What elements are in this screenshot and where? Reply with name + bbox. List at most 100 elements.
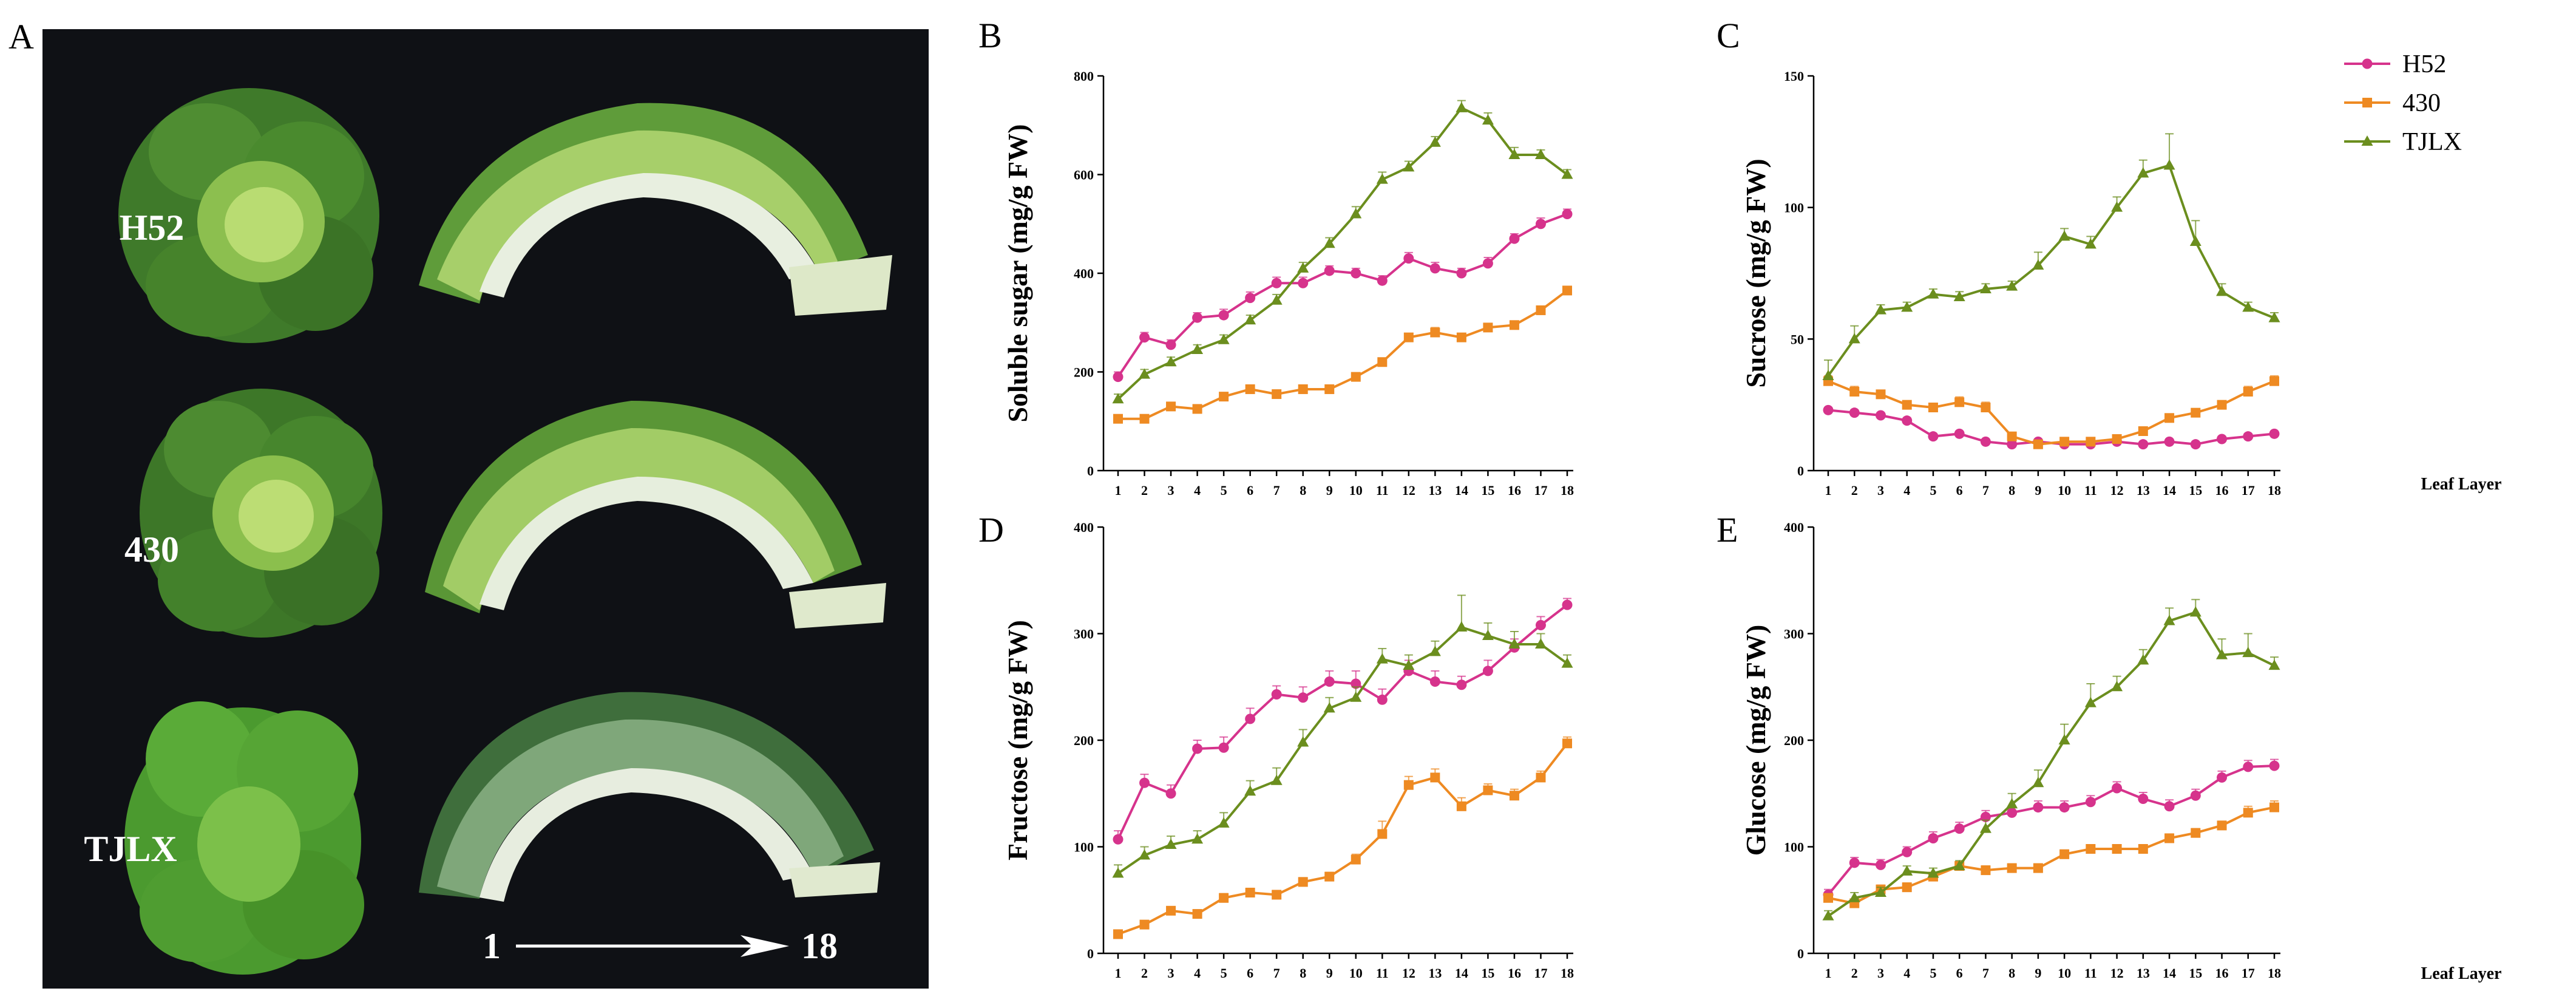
tjlx-point-11 (1376, 653, 1388, 664)
h52-point-6 (1954, 823, 1965, 834)
h52-point-8 (2007, 807, 2018, 818)
leaf-order-arrow: 1 18 (483, 926, 838, 966)
430-point-13 (2138, 844, 2148, 854)
panel-e-series-tjlx (1822, 599, 2280, 921)
h52-point-1 (2362, 58, 2373, 69)
h52-point-9 (1324, 265, 1335, 276)
430-point-4 (1192, 404, 1202, 414)
430-point-14 (1456, 332, 1466, 342)
panel-d-y-tick-label: 100 (1074, 840, 1094, 855)
tjlx-point-4 (1191, 343, 1204, 354)
photo-row-h52: H52 (118, 88, 892, 343)
430-point-14 (2164, 833, 2175, 843)
tjlx-point-6 (1953, 860, 1965, 871)
photo-label-430: 430 (124, 530, 179, 570)
tjlx-point-15 (1482, 114, 1494, 125)
leaf-fan-tjlx (419, 692, 880, 902)
h52-point-15 (2190, 790, 2201, 801)
h52-point-18 (1562, 599, 1573, 610)
430-point-2 (1849, 387, 1860, 397)
tjlx-point-16 (2216, 285, 2228, 296)
h52-point-14 (2164, 801, 2175, 812)
430-point-1 (1113, 414, 1123, 424)
h52-point-2 (1139, 332, 1150, 343)
430-point-8 (2007, 431, 2017, 441)
430-point-3 (1876, 389, 1886, 400)
430-point-9 (1324, 871, 1335, 882)
panel-b-series-tjlx (1112, 100, 1573, 404)
panel-e-y-tick-label: 400 (1784, 520, 1804, 535)
panel-d-y-tick-label: 0 (1087, 946, 1094, 961)
panel-d-x-tick-label: 4 (1194, 965, 1201, 981)
430-point-4 (1192, 909, 1202, 919)
430-point-14 (2164, 413, 2175, 423)
panel-d-x-tick-label: 5 (1221, 965, 1227, 981)
430-point-14 (1456, 801, 1466, 811)
tjlx-point-4 (1901, 301, 1913, 312)
cabbage-head-tjlx (124, 701, 364, 975)
photo-row-430: 430 (124, 389, 886, 638)
tjlx-point-17 (2242, 647, 2254, 658)
panel-b-x-tick-label: 10 (1349, 483, 1363, 498)
h52-point-5 (1928, 833, 1939, 843)
panel-e-y-tick-label: 100 (1784, 840, 1804, 855)
panel-c-x-tick-label: 14 (2163, 483, 2176, 498)
tjlx-point-16 (2216, 649, 2228, 659)
panel-d-letter: D (978, 510, 1004, 550)
leaf-fan-430 (425, 401, 886, 628)
tjlx-point-6 (1244, 314, 1256, 325)
panel-c-x-tick-label: 6 (1956, 483, 1963, 498)
430-point-12 (1403, 332, 1414, 342)
h52-point-7 (1271, 689, 1282, 700)
panel-d-series-h52 (1113, 598, 1573, 845)
tjlx-point-1 (1112, 393, 1124, 404)
tjlx-point-16 (1508, 149, 1520, 159)
430-point-16 (1509, 320, 1519, 330)
430-point-9 (1324, 384, 1335, 394)
tjlx-point-17 (1534, 149, 1547, 159)
panel-e-x-tick-label: 7 (1982, 965, 1989, 981)
panel-b-x-tick-label: 8 (1300, 483, 1306, 498)
cabbage-head-h52 (118, 88, 379, 343)
h52-point-7 (1271, 278, 1282, 288)
430-point-3 (1166, 401, 1176, 412)
430-point-10 (2059, 437, 2070, 447)
legend-item-tjlx: TJLX (2344, 128, 2462, 156)
tjlx-point-1 (1822, 370, 1834, 380)
tjlx-point-5 (1218, 333, 1230, 344)
h52-point-17 (2243, 761, 2254, 772)
panel-c-x-tick-label: 18 (2268, 483, 2281, 498)
arrow-start-label: 1 (483, 926, 501, 966)
tjlx-point-18 (2268, 659, 2280, 670)
panel-e-x-tick-label: 8 (2008, 965, 2015, 981)
photo-panel: A H52 (8, 17, 929, 989)
430-point-8 (1298, 384, 1308, 394)
legend-label-430: 430 (2402, 89, 2441, 117)
panel-e-x-tick-label: 17 (2242, 965, 2255, 981)
h52-point-8 (2007, 439, 2018, 450)
430-point-16 (2217, 400, 2227, 410)
h52-point-10 (1351, 678, 1361, 689)
h52-point-3 (1875, 859, 1886, 870)
tjlx-point-16 (1508, 638, 1520, 649)
430-line (1117, 743, 1568, 936)
panel-d-x-tick-label: 14 (1455, 965, 1468, 981)
h52-point-13 (1429, 263, 1440, 274)
tjlx-point-6 (1953, 291, 1965, 301)
tjlx-point-15 (1482, 630, 1494, 641)
tjlx-point-2 (1139, 368, 1151, 379)
tjlx-point-10 (2058, 734, 2070, 744)
h52-point-12 (2112, 783, 2123, 794)
tjlx-point-7 (1979, 822, 1991, 833)
tjlx-point-11 (1376, 173, 1388, 184)
panel-e-x-tick-label: 1 (1825, 965, 1832, 981)
h52-point-12 (1403, 253, 1414, 264)
panel-c-x-tick-label: 5 (1930, 483, 1936, 498)
panel-e-x-tick-label: 12 (2110, 965, 2124, 981)
430-point-18 (1562, 738, 1572, 749)
430-point-16 (2217, 820, 2227, 831)
panel-b-x-tick-label: 14 (1455, 483, 1468, 498)
tjlx-point-18 (1561, 168, 1573, 179)
430-point-18 (2269, 376, 2279, 386)
h52-point-15 (1482, 258, 1493, 269)
